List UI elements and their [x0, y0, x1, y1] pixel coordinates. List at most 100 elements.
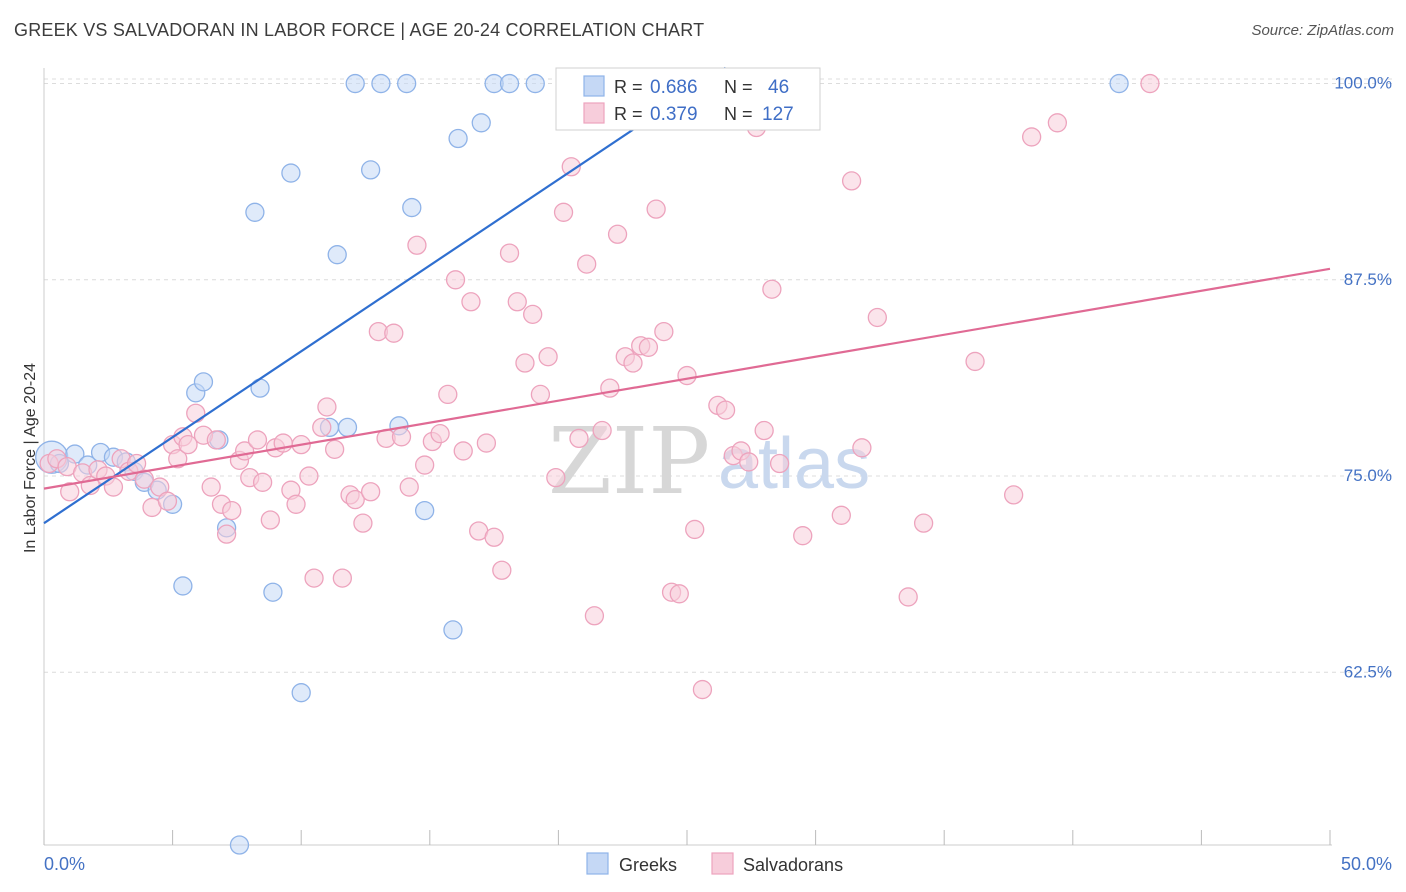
greeks-point — [525, 73, 545, 94]
salvadorans-point — [1021, 127, 1042, 147]
salvadorans-point — [692, 679, 713, 700]
salvadorans-n-label: N = — [724, 104, 753, 124]
greeks-point — [443, 620, 463, 640]
salvadorans-point — [584, 606, 605, 626]
salvadorans-point — [507, 292, 527, 312]
gridlines — [44, 78, 1392, 673]
greeks-point — [291, 683, 311, 703]
salvadorans-point — [168, 449, 188, 469]
greeks-point — [345, 73, 365, 94]
series-legend: Greeks Salvadorans — [586, 852, 843, 875]
salvadorans-point — [60, 482, 80, 502]
greeks-point — [229, 835, 250, 855]
greeks-n-label: N = — [724, 77, 753, 97]
salvadorans-point — [831, 505, 851, 525]
greeks-swatch-icon — [583, 75, 605, 97]
salvadorans-trend-line — [43, 267, 1331, 490]
salvadorans-point — [312, 417, 332, 438]
salvadorans-point — [715, 400, 736, 420]
salvadorans-swatch-icon — [583, 102, 605, 124]
salvadorans-point — [769, 453, 790, 474]
salvadorans-point — [391, 427, 412, 447]
watermark-zip: ZIP — [548, 408, 710, 515]
salvadorans-point — [445, 270, 466, 290]
salvadorans-point — [415, 455, 435, 475]
greeks-point — [402, 197, 422, 218]
greeks-point — [1109, 73, 1129, 94]
salvadorans-point — [530, 384, 551, 405]
salvadorans-point — [286, 494, 306, 514]
salvadorans-point — [461, 292, 481, 312]
salvadorans-point — [332, 568, 353, 588]
salvadorans-point — [538, 347, 558, 367]
legend-greeks-label[interactable]: Greeks — [619, 855, 677, 875]
greeks-r-value: 0.686 — [650, 77, 698, 98]
salvadorans-point — [499, 243, 520, 263]
salvadorans-point — [515, 353, 535, 373]
salvadorans-r-value: 0.379 — [650, 104, 698, 125]
x-ticks — [43, 830, 1331, 845]
greeks-point — [415, 500, 435, 521]
y-tick-labels: 100.0% 87.5% 75.0% 62.5% — [1334, 74, 1392, 682]
salvadorans-r-label: R = — [614, 104, 643, 124]
salvadorans-point — [965, 351, 985, 372]
greeks-point — [193, 372, 214, 392]
salvadorans-point — [201, 477, 221, 497]
greeks-point — [173, 576, 193, 596]
salvadorans-point — [739, 452, 759, 472]
greeks-point — [263, 582, 283, 602]
salvadorans-point — [898, 587, 918, 607]
greeks-point — [337, 417, 358, 438]
salvadorans-point — [762, 279, 782, 299]
salvadorans-point — [453, 441, 473, 461]
salvadorans-point — [553, 202, 574, 222]
greeks-point — [245, 202, 265, 222]
salvadorans-point — [569, 428, 589, 449]
greeks-point — [499, 73, 520, 94]
trend-lines — [43, 66, 1331, 525]
salvadorans-point — [252, 472, 273, 492]
legend-greeks-icon[interactable] — [586, 852, 609, 875]
x-tick-label-max: 50.0% — [1341, 854, 1392, 874]
source-credit: Source: ZipAtlas.com — [1251, 22, 1394, 39]
greeks-point — [360, 160, 381, 180]
salvadorans-point — [600, 378, 620, 398]
watermark: ZIP atlas — [548, 408, 870, 515]
salvadorans-point — [841, 171, 862, 191]
y-tick-label-2: 75.0% — [1344, 466, 1392, 485]
legend-salvadorans-label[interactable]: Salvadorans — [743, 855, 843, 875]
greeks-trend-line — [43, 66, 727, 525]
y-tick-label-3: 62.5% — [1344, 662, 1392, 681]
greeks-point — [281, 163, 301, 183]
salvadorans-point — [793, 526, 813, 546]
salvadorans-point — [638, 337, 659, 357]
salvadorans-point — [186, 403, 206, 423]
salvadorans-point — [677, 365, 697, 386]
stats-legend: R = 0.686 N = 46 R = 0.379 N = 127 — [555, 67, 821, 131]
y-axis-title: In Labor Force | Age 20-24 — [22, 363, 39, 553]
salvadorans-point — [476, 433, 497, 453]
salvadorans-point — [607, 224, 628, 244]
salvadorans-point — [324, 439, 345, 460]
legend-salvadorans-icon[interactable] — [711, 852, 734, 875]
salvadorans-point — [216, 524, 237, 544]
salvadorans-point — [304, 568, 324, 588]
greeks-n-value: 46 — [768, 77, 789, 98]
salvadorans-point — [623, 353, 643, 373]
salvadorans-point — [654, 321, 674, 342]
greeks-point — [397, 73, 417, 94]
salvadorans-n-value: 127 — [762, 104, 794, 125]
salvadorans-point — [407, 235, 427, 255]
salvadorans-point — [384, 323, 404, 343]
greeks-point — [327, 245, 347, 265]
x-tick-label-min: 0.0% — [44, 854, 85, 874]
salvadorans-point — [178, 434, 198, 455]
salvadorans-point — [1047, 113, 1068, 133]
salvadorans-point — [1140, 73, 1160, 94]
salvadorans-point — [852, 438, 872, 458]
salvadorans-point — [399, 477, 419, 497]
salvadorans-point — [299, 466, 319, 486]
salvadorans-point — [913, 513, 934, 533]
salvadorans-point — [669, 584, 689, 604]
greeks-point — [448, 128, 468, 149]
